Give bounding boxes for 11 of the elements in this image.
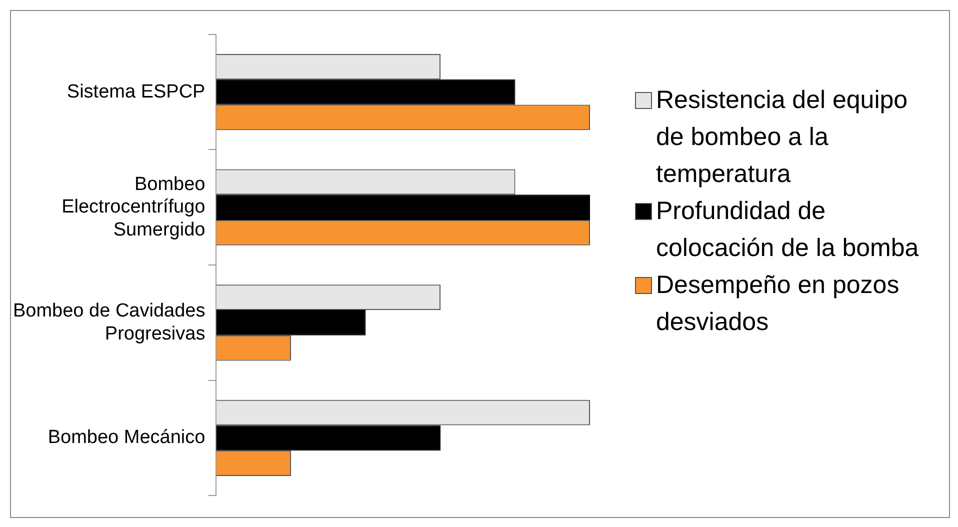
legend-label: Desempeño en pozos desviados — [656, 270, 900, 338]
y-tick-label: Bombeo de Cavidades Progresivas — [12, 300, 206, 344]
legend-label: Profundidad de colocación de la bomba — [656, 196, 920, 264]
bar — [216, 194, 590, 220]
y-tick-label: Bombeo Mecánico — [48, 427, 206, 448]
y-tick-label: Bombeo Electrocentrífugo Sumergido — [62, 174, 206, 240]
bar — [216, 310, 366, 336]
bar — [216, 425, 440, 451]
y-tick-label: Sistema ESPCP — [66, 81, 206, 102]
bar — [216, 79, 516, 105]
legend-label: Resistencia del equipo de bombeo a la temperatura — [656, 85, 909, 190]
